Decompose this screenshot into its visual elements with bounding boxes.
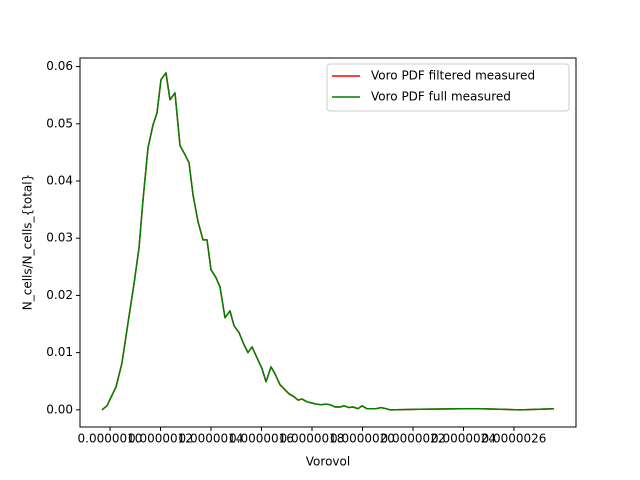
y-tick-label: 0.02 — [46, 288, 73, 302]
x-tick-label: 0.0000026 — [482, 432, 547, 446]
legend-label: Voro PDF full measured — [371, 90, 511, 104]
y-tick-label: 0.03 — [46, 231, 73, 245]
y-tick-label: 0.05 — [46, 116, 73, 130]
y-axis-label: N_cells/N_cells_{total} — [21, 174, 35, 311]
legend-label: Voro PDF filtered measured — [371, 69, 535, 83]
legend-box — [326, 63, 570, 112]
data-line — [101, 72, 555, 411]
y-tick-label: 0.00 — [46, 402, 73, 416]
x-tick-label: 0.0000010 — [78, 432, 143, 446]
x-tick-label: 0.0000020 — [330, 432, 395, 446]
y-tick-label: 0.06 — [46, 59, 73, 73]
x-tick-label: 0.0000018 — [280, 432, 345, 446]
x-tick-label: 0.0000024 — [431, 432, 496, 446]
x-tick-label: 0.0000016 — [229, 432, 294, 446]
y-tick-label: 0.04 — [46, 174, 73, 188]
x-axis-label: Vorovol — [306, 455, 350, 469]
axes-frame — [79, 57, 577, 428]
y-tick-label: 0.01 — [46, 345, 73, 359]
x-tick-label: 0.0000014 — [179, 432, 244, 446]
x-tick-label: 0.0000022 — [381, 432, 446, 446]
x-tick-label: 0.0000012 — [128, 432, 193, 446]
